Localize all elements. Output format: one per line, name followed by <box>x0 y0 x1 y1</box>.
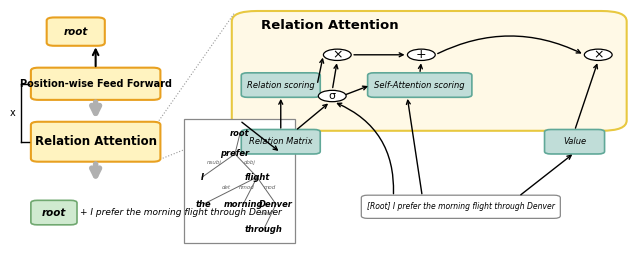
Text: prefer: prefer <box>220 149 250 159</box>
Text: [Root] I prefer the morning flight through Denver: [Root] I prefer the morning flight throu… <box>367 202 555 211</box>
FancyBboxPatch shape <box>184 119 295 243</box>
Text: mod: mod <box>264 185 276 190</box>
Text: Denver: Denver <box>259 200 293 209</box>
Text: Relation scoring: Relation scoring <box>247 81 315 90</box>
Text: flight: flight <box>244 173 269 182</box>
Text: case: case <box>260 211 272 216</box>
Text: I: I <box>200 173 204 182</box>
Text: +: + <box>416 48 427 61</box>
Text: root: root <box>230 129 250 138</box>
Text: Position-wise Feed Forward: Position-wise Feed Forward <box>20 79 172 89</box>
FancyBboxPatch shape <box>31 200 77 225</box>
Text: σ: σ <box>329 91 336 101</box>
FancyBboxPatch shape <box>545 130 605 154</box>
Text: through: through <box>244 226 282 234</box>
Circle shape <box>408 49 435 60</box>
Text: Self-Attention scoring: Self-Attention scoring <box>374 81 465 90</box>
Text: Relation Attention: Relation Attention <box>261 19 399 32</box>
Text: morning: morning <box>223 200 263 209</box>
Circle shape <box>318 90 346 102</box>
Text: x: x <box>10 108 15 118</box>
Text: nmod: nmod <box>239 185 254 190</box>
Text: det: det <box>222 185 231 190</box>
FancyBboxPatch shape <box>31 68 161 100</box>
Text: root: root <box>63 27 88 37</box>
Text: Value: Value <box>563 137 586 146</box>
Text: Relation Attention: Relation Attention <box>35 135 157 148</box>
FancyBboxPatch shape <box>241 130 320 154</box>
FancyBboxPatch shape <box>362 195 561 218</box>
Text: root: root <box>42 207 66 218</box>
Text: nsubj: nsubj <box>207 160 222 165</box>
FancyBboxPatch shape <box>47 17 105 46</box>
FancyBboxPatch shape <box>241 73 320 97</box>
Text: ×: × <box>332 48 342 61</box>
Text: ×: × <box>593 48 604 61</box>
FancyBboxPatch shape <box>232 11 627 131</box>
Text: dobj: dobj <box>244 160 256 165</box>
FancyBboxPatch shape <box>31 122 161 162</box>
Text: + I prefer the morning flight through Denver: + I prefer the morning flight through De… <box>80 208 282 217</box>
Text: the: the <box>196 200 211 209</box>
FancyBboxPatch shape <box>367 73 472 97</box>
Text: Relation Matrix: Relation Matrix <box>249 137 312 146</box>
Circle shape <box>323 49 351 60</box>
Circle shape <box>584 49 612 60</box>
